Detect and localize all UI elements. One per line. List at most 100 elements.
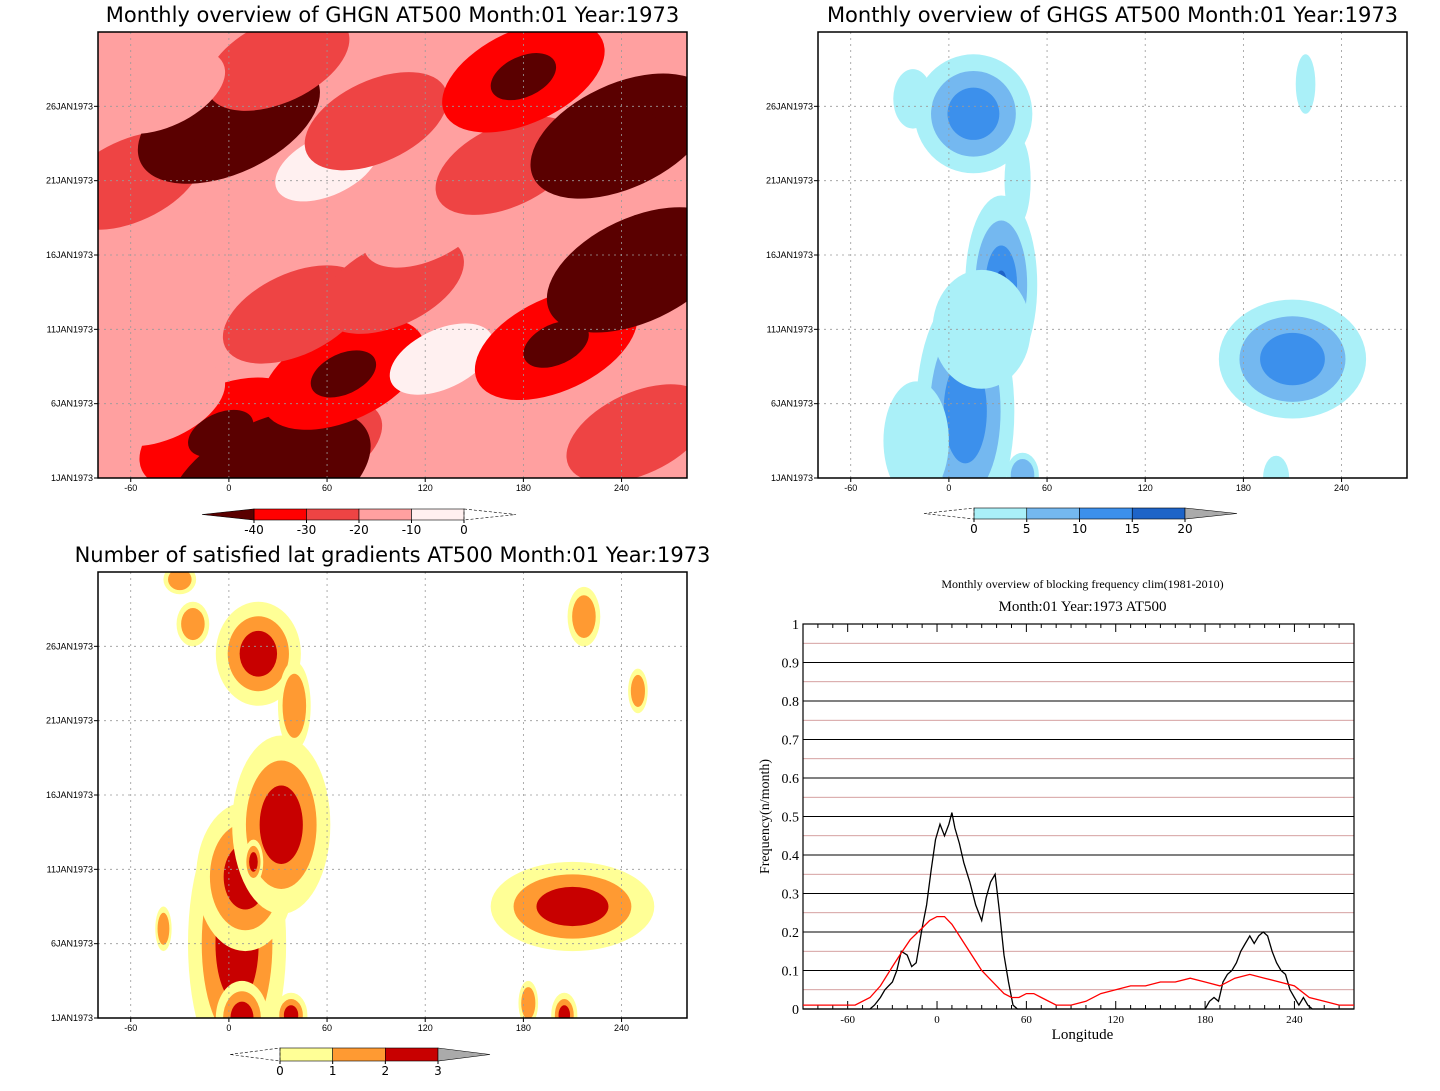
field-contour: [282, 673, 307, 738]
y-axis-label: Frequency(n/month): [758, 759, 773, 874]
colorbar-segment: [411, 508, 465, 521]
x-tick-label: 240: [1334, 483, 1349, 493]
field-contour: [630, 674, 645, 707]
colorbar-segment: [1026, 507, 1080, 520]
field-contour: [558, 1005, 571, 1018]
colorbar-label: 0: [970, 522, 978, 536]
field-area: [98, 572, 687, 1018]
x-tick-label: 180: [516, 483, 531, 493]
colorbar-segment: [306, 508, 360, 521]
y-tick-label: 0.3: [782, 888, 800, 903]
field-contour: [101, 49, 226, 134]
x-tick-label: 240: [1286, 1014, 1303, 1026]
field-contour: [536, 886, 609, 927]
colorbar-label: -20: [349, 523, 369, 537]
field-contour: [283, 1005, 299, 1018]
field-contour: [883, 381, 949, 478]
colorbar-segment: [973, 507, 1028, 520]
x-tick-label: 60: [1042, 483, 1052, 493]
field-contour: [157, 912, 170, 945]
colorbar-label: -30: [297, 523, 317, 537]
chart-subtitle: Month:01 Year:1973 AT500: [999, 599, 1167, 615]
series-line-1: [803, 915, 1354, 1006]
field-contour: [168, 572, 192, 591]
colorbar-segment: [332, 1047, 386, 1062]
field-contour: [947, 87, 1000, 140]
field-contour-core: [490, 53, 557, 101]
field-contour: [206, 32, 350, 111]
field-contour: [572, 595, 596, 639]
y-tick-label: 11JAN1973: [47, 864, 93, 874]
field-contour: [251, 645, 266, 663]
field-contour: [304, 72, 448, 171]
x-tick-label: 120: [418, 1023, 433, 1033]
x-tick-label: 240: [614, 483, 629, 493]
field-contour: [1010, 458, 1035, 478]
field-contour-core: [601, 243, 675, 297]
y-tick-label: 26JAN1973: [766, 101, 813, 111]
colorbar-label: 5: [1023, 522, 1031, 536]
colorbar-label: 0: [276, 1064, 284, 1078]
y-tick-label: 21JAN1973: [46, 716, 93, 726]
y-tick-label: 6JAN1973: [771, 399, 813, 409]
y-tick-label: 0.2: [782, 926, 800, 941]
colorbar-segment: [358, 508, 412, 521]
x-tick-label: 240: [614, 1023, 629, 1033]
panel-lat-gradients: Number of satisfied lat gradients AT500 …: [46, 543, 710, 1078]
field-contour: [566, 384, 687, 478]
y-tick-label: 11JAN1973: [47, 324, 93, 334]
x-tick-label: 0: [946, 483, 951, 493]
field-contour: [1263, 455, 1290, 478]
field-contour: [181, 607, 205, 641]
y-tick-label: 6JAN1973: [51, 399, 93, 409]
field-contour-core: [523, 320, 589, 368]
colorbar-label: 0: [460, 523, 468, 537]
x-tick-label: -60: [844, 483, 857, 493]
colorbar-low-arrow: [229, 1047, 281, 1062]
y-tick-label: 21JAN1973: [766, 176, 813, 186]
colorbar-high-arrow: [463, 508, 517, 521]
y-tick-label: 0.5: [782, 811, 800, 826]
y-tick-label: 16JAN1973: [766, 250, 813, 260]
x-tick-label: 60: [1021, 1014, 1033, 1026]
colorbar-low-arrow: [201, 508, 255, 521]
x-tick-label: 60: [322, 1023, 332, 1033]
field-contour: [389, 323, 494, 395]
field-contour: [250, 858, 257, 866]
colorbar-label: 20: [1177, 522, 1192, 536]
panel-ghgn: Monthly overview of GHGN AT500 Month:01 …: [46, 3, 688, 537]
field-contour: [1260, 332, 1325, 386]
colorbar-segment: [1131, 507, 1186, 520]
y-tick-label: 0.7: [782, 734, 800, 749]
colorbar-label: -10: [402, 523, 422, 537]
field-contour: [167, 197, 291, 283]
field-area: [98, 32, 687, 478]
panel-blocking-frequency: Monthly overview of blocking frequency c…: [758, 577, 1355, 1043]
y-tick-label: 0.1: [782, 965, 800, 980]
y-tick-label: 1JAN1973: [51, 1013, 93, 1023]
panel-title: Monthly overview of GHGS AT500 Month:01 …: [827, 3, 1398, 27]
colorbar-segment: [279, 1047, 333, 1062]
field-contour-core: [584, 109, 659, 163]
colorbar-label: 3: [434, 1064, 442, 1078]
colorbar-segment: [253, 508, 307, 521]
x-tick-label: -60: [124, 1023, 137, 1033]
colorbar-label: 2: [382, 1064, 390, 1078]
x-tick-label: 120: [418, 483, 433, 493]
y-tick-label: 26JAN1973: [46, 641, 93, 651]
y-tick-label: 1JAN1973: [51, 473, 93, 483]
colorbar-high-arrow: [1184, 507, 1238, 520]
field-contour: [230, 1001, 254, 1018]
x-tick-label: 120: [1138, 483, 1153, 493]
field-contour: [893, 69, 933, 129]
colorbar-label: 10: [1072, 522, 1087, 536]
y-tick-label: 0.9: [782, 657, 800, 672]
field-contour: [1295, 54, 1316, 114]
x-tick-label: 0: [226, 1023, 231, 1033]
colorbar-low-arrow: [923, 507, 975, 520]
x-tick-label: 120: [1107, 1014, 1124, 1026]
y-tick-label: 16JAN1973: [46, 250, 93, 260]
field-contour: [237, 1012, 247, 1018]
series-line-0: [803, 812, 1354, 1010]
